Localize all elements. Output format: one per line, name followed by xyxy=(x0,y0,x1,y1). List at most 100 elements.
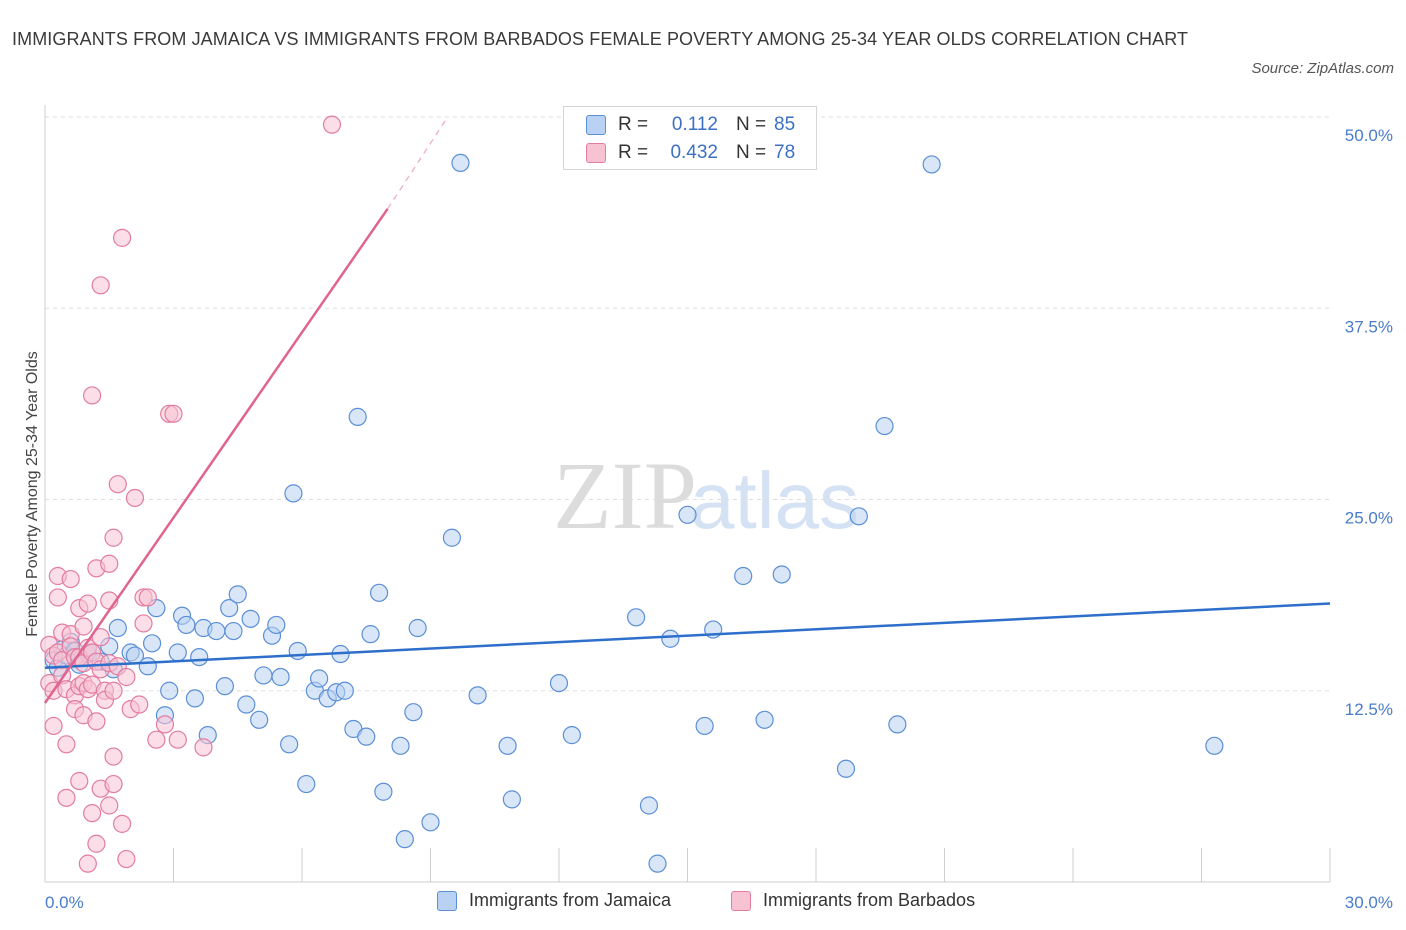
jamaica-point xyxy=(836,759,856,778)
y-tick-labels: 12.5% 25.0% 37.5% 50.0% xyxy=(1345,126,1393,719)
trend-line-barbados xyxy=(43,208,389,704)
jamaica-point xyxy=(215,677,234,696)
trend-lines xyxy=(43,116,1331,704)
jamaica-point xyxy=(922,155,941,174)
y-tick-label: 50.0% xyxy=(1345,126,1393,145)
jamaica-point xyxy=(875,416,894,436)
jamaica-point xyxy=(241,609,260,628)
barbados-point xyxy=(100,796,119,815)
jamaica-point xyxy=(190,647,209,667)
jamaica-point xyxy=(361,625,380,644)
grid-lines xyxy=(45,116,1330,692)
barbados-point xyxy=(125,488,145,508)
barbados-point xyxy=(130,695,149,714)
barbados-point xyxy=(155,715,175,734)
barbados-point xyxy=(104,528,123,547)
jamaica-point xyxy=(502,790,521,809)
jamaica-point xyxy=(160,681,179,700)
jamaica-point xyxy=(297,774,316,794)
jamaica-point xyxy=(549,673,569,693)
barbados-point xyxy=(74,617,93,636)
y-tick-label: 25.0% xyxy=(1345,509,1393,528)
barbados-point xyxy=(78,594,97,613)
barbados-point xyxy=(44,716,63,736)
jamaica-point xyxy=(108,618,127,638)
jamaica-point xyxy=(374,782,393,801)
x-tick-label-min: 0.0% xyxy=(45,893,84,912)
trend-line-jamaica xyxy=(44,602,1331,670)
bottom-legend-swatch-jamaica xyxy=(437,890,457,911)
legend-r-label: R = xyxy=(618,114,649,135)
jamaica-point xyxy=(228,585,247,604)
barbados-point xyxy=(48,588,67,607)
watermark-atlas: atlas xyxy=(690,456,859,545)
jamaica-point xyxy=(451,153,470,172)
jamaica-point xyxy=(562,726,581,745)
jamaica-point xyxy=(734,566,753,586)
barbados-point xyxy=(83,804,102,823)
x-tick-labels: 0.0% 30.0% xyxy=(45,893,1393,912)
jamaica-point xyxy=(142,634,162,653)
barbados-point xyxy=(138,588,157,607)
jamaica-point xyxy=(772,565,791,584)
barbados-point xyxy=(87,712,106,731)
barbados-point xyxy=(104,774,123,794)
barbados-point xyxy=(322,115,342,134)
jamaica-point xyxy=(357,727,376,746)
barbados-point xyxy=(91,276,110,295)
legend-r-label: R = xyxy=(618,142,649,163)
jamaica-point xyxy=(207,621,226,641)
bottom-legend-label-barbados: Immigrants from Barbados xyxy=(763,890,976,910)
jamaica-point xyxy=(421,813,440,832)
legend-swatch-barbados xyxy=(586,143,606,163)
jamaica-point xyxy=(849,507,868,526)
x-tick-label-max: 30.0% xyxy=(1345,893,1393,912)
jamaica-point xyxy=(271,667,290,687)
legend-r-value-barbados: 0.432 xyxy=(670,142,718,163)
barbados-point xyxy=(194,738,213,757)
bottom-legend-swatch-barbados xyxy=(731,890,751,911)
barbados-point xyxy=(112,228,132,247)
jamaica-point xyxy=(237,695,256,714)
bottom-legend-jamaica: Immigrants from Jamaica xyxy=(437,890,671,911)
y-tick-label: 37.5% xyxy=(1345,317,1393,336)
legend-row-barbados: R = 0.432 N = 78 xyxy=(586,141,795,165)
jamaica-point xyxy=(220,599,239,618)
barbados-point xyxy=(70,771,89,791)
bottom-legend-barbados: Immigrants from Barbados xyxy=(731,890,975,911)
barbados-point xyxy=(91,628,110,647)
jamaica-point xyxy=(468,686,487,705)
barbados-point xyxy=(61,569,80,589)
legend: R = 0.112 N = 85 R = 0.432 N = 78 xyxy=(563,106,817,170)
jamaica-point xyxy=(639,796,659,815)
jamaica-point xyxy=(348,407,367,426)
barbados-point xyxy=(134,614,153,633)
barbados-point xyxy=(78,854,97,873)
barbados-point xyxy=(104,747,123,766)
jamaica-point xyxy=(138,657,157,676)
trend-line-barbados-extension xyxy=(387,116,449,210)
jamaica-point xyxy=(678,505,697,524)
series-barbados-points xyxy=(40,115,342,873)
jamaica-point xyxy=(648,854,667,873)
jamaica-point xyxy=(224,621,243,641)
legend-n-value-barbados: 78 xyxy=(774,142,796,163)
jamaica-point xyxy=(250,710,269,729)
watermark-zip: ZIP xyxy=(553,442,697,549)
jamaica-point xyxy=(288,641,307,661)
chart-title: IMMIGRANTS FROM JAMAICA VS IMMIGRANTS FR… xyxy=(12,29,1189,49)
jamaica-point xyxy=(370,583,389,602)
jamaica-point xyxy=(185,689,205,708)
chart-source: Source: ZipAtlas.com xyxy=(1251,60,1394,77)
jamaica-point xyxy=(254,666,273,685)
bottom-legend-label-jamaica: Immigrants from Jamaica xyxy=(469,890,672,910)
barbados-point xyxy=(164,404,183,423)
barbados-point xyxy=(57,788,76,807)
barbados-point xyxy=(100,554,119,573)
legend-n-label: N = xyxy=(736,114,767,135)
jamaica-point xyxy=(888,715,907,734)
jamaica-point xyxy=(498,736,517,755)
jamaica-point xyxy=(391,736,410,755)
jamaica-point xyxy=(168,643,187,662)
